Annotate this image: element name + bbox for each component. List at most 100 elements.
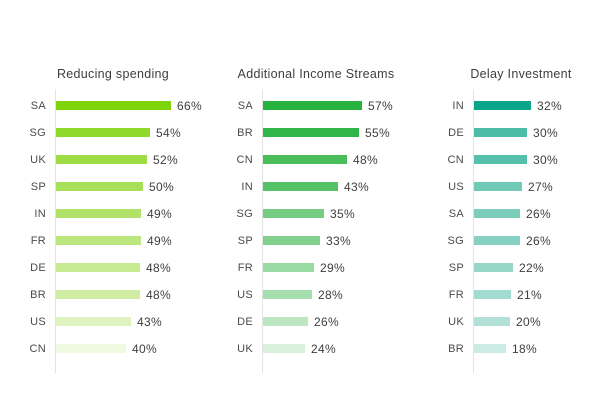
- country-label: SG: [29, 126, 46, 139]
- bar-row: CN 40%: [15, 335, 245, 362]
- country-label: IN: [34, 207, 46, 220]
- country-label: SG: [236, 207, 253, 220]
- value-label: 24%: [311, 341, 336, 356]
- value-label: 48%: [146, 287, 171, 302]
- value-label: 52%: [153, 152, 178, 167]
- value-label: 20%: [516, 314, 541, 329]
- bar: [474, 344, 506, 353]
- bar-row: UK 24%: [222, 335, 452, 362]
- bar: [56, 101, 171, 110]
- bar-row: IN 49%: [15, 200, 245, 227]
- bar-row: FR 21%: [433, 281, 602, 308]
- bar: [56, 182, 143, 191]
- bar-row: FR 49%: [15, 227, 245, 254]
- bar-rows: SA 57% BR 55% CN 48% IN 43% SG 35% SP 33% FR 29% US 28%…: [222, 92, 452, 362]
- value-label: 18%: [512, 341, 537, 356]
- value-label: 32%: [537, 98, 562, 113]
- country-label: UK: [237, 342, 253, 355]
- bar: [474, 155, 527, 164]
- value-label: 35%: [330, 206, 355, 221]
- bar: [263, 263, 314, 272]
- country-label: SA: [448, 207, 464, 220]
- bar-row: SA 66%: [15, 92, 245, 119]
- bar: [474, 209, 520, 218]
- value-label: 29%: [320, 260, 345, 275]
- value-label: 26%: [526, 206, 551, 221]
- country-label: DE: [237, 315, 253, 328]
- bar-row: DE 30%: [433, 119, 602, 146]
- bar: [474, 317, 510, 326]
- value-label: 48%: [353, 152, 378, 167]
- bar-row: US 28%: [222, 281, 452, 308]
- bar-row: US 43%: [15, 308, 245, 335]
- value-label: 66%: [177, 98, 202, 113]
- bar: [474, 128, 527, 137]
- bar-row: DE 48%: [15, 254, 245, 281]
- value-label: 40%: [132, 341, 157, 356]
- value-label: 55%: [365, 125, 390, 140]
- bar-row: CN 30%: [433, 146, 602, 173]
- bar: [474, 236, 520, 245]
- country-label: FR: [448, 288, 464, 301]
- bar-rows: IN 32% DE 30% CN 30% US 27% SA 26% SG 26% SP 22% FR 21%…: [433, 92, 602, 362]
- bar: [263, 182, 338, 191]
- value-label: 43%: [137, 314, 162, 329]
- value-label: 33%: [326, 233, 351, 248]
- bar-row: UK 20%: [433, 308, 602, 335]
- bar: [56, 290, 140, 299]
- country-label: US: [237, 288, 253, 301]
- bar: [263, 236, 320, 245]
- y-axis-line: [473, 89, 474, 373]
- country-label: BR: [237, 126, 253, 139]
- country-label: UK: [448, 315, 464, 328]
- bar: [56, 263, 140, 272]
- country-label: DE: [30, 261, 46, 274]
- country-label: DE: [448, 126, 464, 139]
- country-label: CN: [29, 342, 46, 355]
- bar-row: SG 35%: [222, 200, 452, 227]
- bar-row: SA 26%: [433, 200, 602, 227]
- value-label: 49%: [147, 233, 172, 248]
- bar-row: SP 33%: [222, 227, 452, 254]
- bar: [56, 344, 126, 353]
- country-label: FR: [30, 234, 46, 247]
- bar-row: IN 32%: [433, 92, 602, 119]
- bar-row: SA 57%: [222, 92, 452, 119]
- country-label: UK: [30, 153, 46, 166]
- country-label: US: [448, 180, 464, 193]
- value-label: 28%: [318, 287, 343, 302]
- country-label: BR: [30, 288, 46, 301]
- y-axis-line: [262, 89, 263, 373]
- country-label: SG: [447, 234, 464, 247]
- bar: [474, 290, 511, 299]
- country-label: SP: [30, 180, 46, 193]
- value-label: 26%: [314, 314, 339, 329]
- bar: [263, 209, 324, 218]
- bar: [474, 182, 522, 191]
- bar: [474, 263, 513, 272]
- value-label: 27%: [528, 179, 553, 194]
- bar: [263, 317, 308, 326]
- value-label: 21%: [517, 287, 542, 302]
- value-label: 50%: [149, 179, 174, 194]
- value-label: 30%: [533, 152, 558, 167]
- bar: [263, 290, 312, 299]
- bar-row: DE 26%: [222, 308, 452, 335]
- bar-row: SP 50%: [15, 173, 245, 200]
- country-label: IN: [241, 180, 253, 193]
- bar: [263, 128, 359, 137]
- country-label: SA: [237, 99, 253, 112]
- bar: [263, 101, 362, 110]
- bar-rows: SA 66% SG 54% UK 52% SP 50% IN 49% FR 49% DE 48% BR 48%…: [15, 92, 245, 362]
- bar: [56, 128, 150, 137]
- bar-row: UK 52%: [15, 146, 245, 173]
- bar: [263, 155, 347, 164]
- y-axis-line: [55, 89, 56, 373]
- country-label: IN: [452, 99, 464, 112]
- value-label: 48%: [146, 260, 171, 275]
- bar-row: SG 26%: [433, 227, 602, 254]
- bar: [474, 101, 531, 110]
- bar: [56, 209, 141, 218]
- country-label: SA: [30, 99, 46, 112]
